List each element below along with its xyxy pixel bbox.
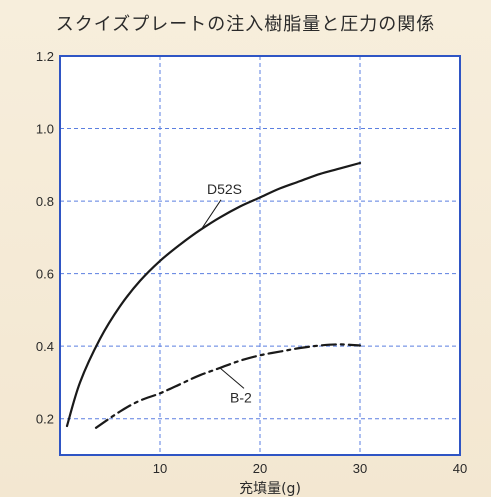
- series-line-d52s: [65, 161, 362, 428]
- x-tick-label: 20: [253, 461, 267, 476]
- x-tick-label: 10: [153, 461, 167, 476]
- plot-frame: [59, 55, 461, 456]
- y-tick-label: 0.4: [36, 339, 54, 354]
- y-tick-label: 1.2: [36, 49, 54, 64]
- series-label: D52S: [207, 181, 242, 197]
- y-tick-label: 1.0: [36, 122, 54, 137]
- y-tick-label: 0.2: [36, 412, 54, 427]
- y-tick-label: 0.6: [36, 267, 54, 282]
- series-label: B-2: [230, 389, 252, 405]
- x-tick-label: 30: [353, 461, 367, 476]
- x-tick-label: 40: [453, 461, 467, 476]
- annotation-leader: [201, 199, 222, 229]
- chart-title: スクイズプレートの注入樹脂量と圧力の関係: [55, 14, 436, 35]
- x-axis-label: 充填量(g): [239, 481, 301, 497]
- series-line-b-2: [94, 343, 362, 429]
- y-tick-label: 0.8: [36, 194, 54, 209]
- annotation-leader: [219, 367, 245, 389]
